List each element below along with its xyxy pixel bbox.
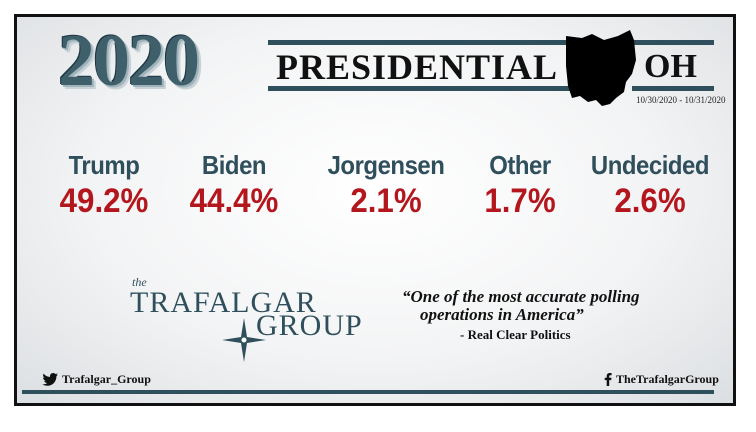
facebook-handle[interactable]: TheTrafalgarGroup — [604, 372, 719, 387]
candidate-trump: Trump 49.2% — [44, 150, 164, 220]
candidate-jorgensen: Jorgensen 2.1% — [316, 150, 456, 220]
title-rule-top — [268, 40, 572, 45]
title-rule-top-right — [632, 40, 714, 45]
candidate-name: Biden — [201, 150, 267, 180]
quote-attribution: - Real Clear Politics — [460, 327, 571, 342]
facebook-handle-label: TheTrafalgarGroup — [616, 372, 719, 386]
twitter-icon — [42, 373, 58, 386]
logo-the: the — [132, 275, 147, 289]
candidate-percent: 44.4% — [189, 182, 279, 220]
candidate-undecided: Undecided 2.6% — [580, 150, 720, 220]
presidential-title: PRESIDENTIAL — [276, 47, 559, 87]
year-title: 2020 — [58, 20, 200, 102]
poll-dates: 10/30/2020 - 10/31/2020 — [636, 95, 726, 105]
trafalgar-logo: the TRAFALGAR GROUP — [128, 276, 368, 366]
press-quote: “One of the most accurate polling operat… — [402, 288, 640, 344]
ohio-state-icon — [566, 30, 636, 106]
logo-word-trafalgar: TRAFALGAR — [130, 286, 317, 319]
candidate-other: Other 1.7% — [470, 150, 570, 220]
candidate-biden: Biden 44.4% — [174, 150, 294, 220]
candidate-percent: 2.1% — [350, 182, 422, 220]
logo-word-group: GROUP — [256, 309, 363, 342]
footer-rule — [22, 390, 714, 394]
title-rule-bottom-right — [632, 86, 714, 91]
candidate-name: Other — [489, 150, 551, 180]
quote-line-2: operations in America” — [420, 305, 584, 324]
candidate-percent: 1.7% — [484, 182, 556, 220]
state-abbr: OH — [644, 48, 697, 85]
compass-rose-icon — [222, 318, 266, 362]
title-rule-bottom — [268, 86, 572, 91]
quote-line-1: “One of the most accurate polling — [402, 287, 640, 306]
candidate-percent: 2.6% — [614, 182, 686, 220]
candidate-name: Trump — [68, 150, 140, 180]
facebook-icon — [604, 373, 612, 386]
candidate-name: Jorgensen — [327, 150, 445, 180]
twitter-handle-label: Trafalgar_Group — [62, 372, 151, 386]
candidate-percent: 49.2% — [59, 182, 149, 220]
candidate-name: Undecided — [590, 150, 710, 180]
twitter-handle[interactable]: Trafalgar_Group — [42, 372, 151, 387]
